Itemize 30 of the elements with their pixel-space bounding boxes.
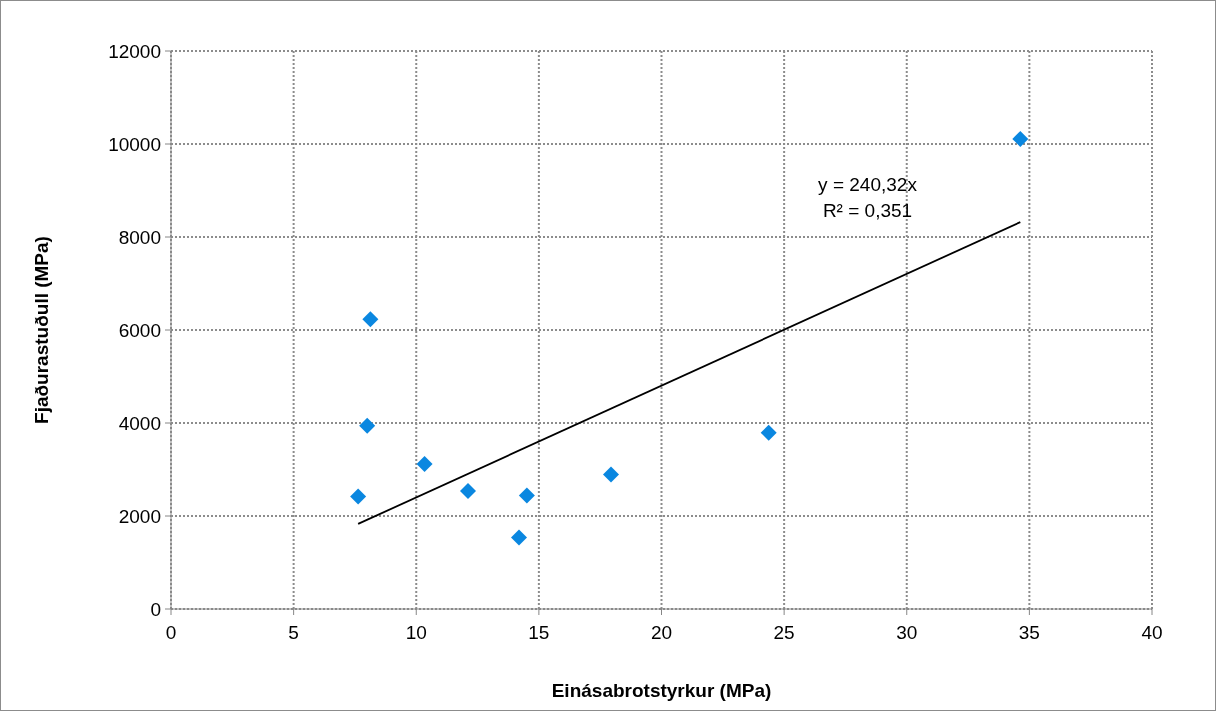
point bbox=[416, 455, 433, 472]
point bbox=[511, 529, 528, 546]
x-tick-label: 35 bbox=[1018, 622, 1040, 643]
x-tick-label: 10 bbox=[405, 622, 427, 643]
point bbox=[1012, 130, 1029, 147]
annotation: y = 240,32x bbox=[818, 174, 918, 195]
x-tick-label: 40 bbox=[1141, 622, 1163, 643]
x-tick-label: 5 bbox=[288, 622, 299, 643]
y-axis-title: Fjaðurastuðull (MPa) bbox=[31, 236, 52, 424]
x-tick-label: 25 bbox=[773, 622, 795, 643]
y-tick-label: 2000 bbox=[118, 505, 161, 527]
annotation: R² = 0,351 bbox=[822, 200, 913, 221]
point bbox=[460, 482, 476, 499]
point bbox=[359, 417, 376, 434]
y-tick-label: 8000 bbox=[118, 226, 161, 248]
x-tick-label: 15 bbox=[528, 622, 550, 643]
x-tick-label: 0 bbox=[165, 622, 177, 643]
point bbox=[760, 424, 777, 441]
y-tick-label: 6000 bbox=[118, 319, 161, 341]
x-tick-label: 30 bbox=[896, 622, 918, 643]
point bbox=[362, 311, 379, 328]
y-tick-label: 12000 bbox=[108, 40, 161, 62]
x-tick-label: 20 bbox=[650, 622, 673, 643]
point bbox=[518, 487, 535, 504]
y-tick-label: 4000 bbox=[118, 412, 161, 434]
x-axis-title: Einásabrotstyrkur (MPa) bbox=[551, 680, 772, 701]
point bbox=[350, 488, 367, 505]
y-tick-label: 0 bbox=[150, 598, 161, 620]
point bbox=[602, 466, 619, 483]
y-tick-label: 10000 bbox=[108, 133, 161, 155]
